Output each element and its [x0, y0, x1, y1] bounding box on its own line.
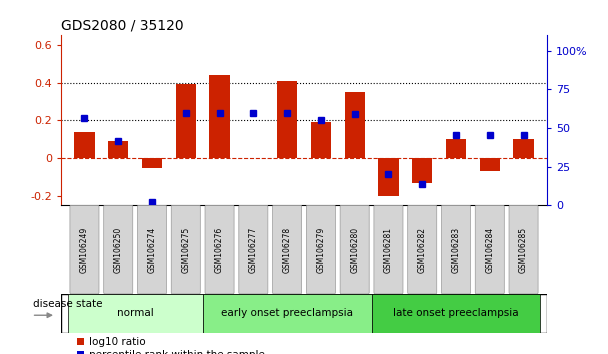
- FancyBboxPatch shape: [70, 205, 99, 294]
- Text: disease state: disease state: [33, 298, 103, 309]
- FancyBboxPatch shape: [509, 205, 538, 294]
- FancyBboxPatch shape: [441, 205, 471, 294]
- Bar: [345, 92, 365, 158]
- Bar: [176, 85, 196, 158]
- Text: GSM106249: GSM106249: [80, 227, 89, 273]
- Text: GSM106275: GSM106275: [181, 227, 190, 273]
- Bar: [74, 132, 95, 158]
- Bar: [371, 294, 541, 333]
- FancyBboxPatch shape: [137, 205, 167, 294]
- Bar: [446, 139, 466, 158]
- Text: GSM106285: GSM106285: [519, 227, 528, 273]
- Bar: [209, 75, 230, 158]
- Text: GSM106284: GSM106284: [485, 227, 494, 273]
- Text: normal: normal: [117, 308, 153, 318]
- Legend: log10 ratio, percentile rank within the sample: log10 ratio, percentile rank within the …: [73, 333, 269, 354]
- Bar: [202, 294, 371, 333]
- Text: GSM106280: GSM106280: [350, 227, 359, 273]
- FancyBboxPatch shape: [205, 205, 234, 294]
- Text: early onset preeclampsia: early onset preeclampsia: [221, 308, 353, 318]
- Bar: [480, 158, 500, 171]
- Text: late onset preeclampsia: late onset preeclampsia: [393, 308, 519, 318]
- FancyBboxPatch shape: [306, 205, 336, 294]
- Text: GSM106279: GSM106279: [316, 227, 325, 273]
- Bar: [513, 139, 534, 158]
- Text: GDS2080 / 35120: GDS2080 / 35120: [61, 19, 184, 33]
- Text: GSM106277: GSM106277: [249, 227, 258, 273]
- Text: GSM106283: GSM106283: [452, 227, 460, 273]
- Bar: [311, 122, 331, 158]
- Bar: [67, 294, 202, 333]
- FancyBboxPatch shape: [408, 205, 437, 294]
- Text: GSM106274: GSM106274: [148, 227, 156, 273]
- Text: GSM106278: GSM106278: [283, 227, 292, 273]
- FancyBboxPatch shape: [239, 205, 268, 294]
- FancyBboxPatch shape: [374, 205, 403, 294]
- Bar: [108, 141, 128, 158]
- Bar: [378, 158, 399, 196]
- FancyBboxPatch shape: [272, 205, 302, 294]
- FancyBboxPatch shape: [171, 205, 200, 294]
- Bar: [277, 81, 297, 158]
- Bar: [142, 158, 162, 167]
- FancyBboxPatch shape: [475, 205, 504, 294]
- FancyBboxPatch shape: [340, 205, 369, 294]
- Text: GSM106281: GSM106281: [384, 227, 393, 273]
- Bar: [412, 158, 432, 183]
- FancyBboxPatch shape: [104, 205, 133, 294]
- Text: GSM106250: GSM106250: [114, 227, 123, 273]
- Text: GSM106276: GSM106276: [215, 227, 224, 273]
- Text: GSM106282: GSM106282: [418, 227, 427, 273]
